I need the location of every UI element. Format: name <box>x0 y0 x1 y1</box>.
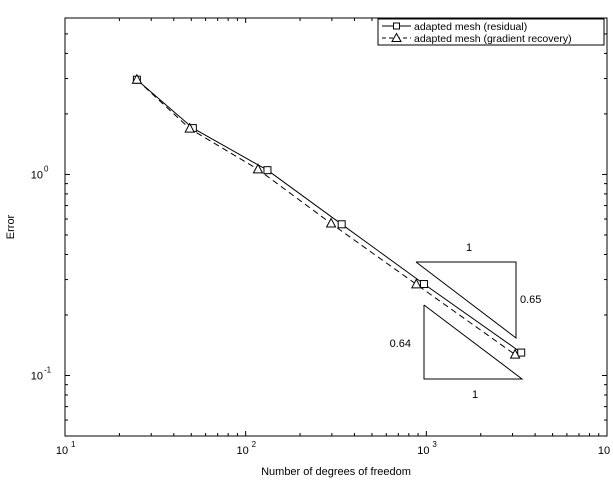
x-axis-ticks: 101102103104 <box>56 18 610 457</box>
slope-upper-run-label: 1 <box>466 242 472 254</box>
slope-triangle-upper-shape <box>415 261 517 340</box>
legend: adapted mesh (residual) adapted mesh (gr… <box>377 18 605 46</box>
slope-triangle-lower: 0.64 1 <box>390 304 524 401</box>
data-point-square <box>337 220 346 229</box>
slope-upper-rise-label: 0.65 <box>520 294 541 306</box>
data-point-triangle <box>252 163 264 174</box>
triangle-marker-icon <box>391 32 402 42</box>
series-line-residual <box>136 79 522 354</box>
data-point-square <box>263 166 272 175</box>
y-tick-exponent: -1 <box>44 365 52 374</box>
x-tick-exponent: 3 <box>432 440 437 449</box>
x-tick-exponent: 2 <box>252 440 257 449</box>
series-layer <box>131 73 526 359</box>
slope-lower-run-label: 1 <box>472 389 478 401</box>
data-point-square <box>419 280 428 289</box>
y-tick-label: 10 <box>31 370 43 382</box>
legend-box <box>377 18 605 46</box>
x-tick-label: 10 <box>237 445 249 457</box>
slope-lower-rise-label: 0.64 <box>390 338 411 350</box>
data-point-square <box>517 348 526 357</box>
slope-triangle-lower-shape <box>423 304 524 380</box>
y-tick-exponent: 0 <box>44 164 49 173</box>
square-marker-icon <box>393 22 400 30</box>
legend-label-gradient-recovery: adapted mesh (gradient recovery) <box>414 33 572 45</box>
data-point-triangle <box>325 217 337 228</box>
data-point-triangle <box>509 348 521 359</box>
x-tick-exponent: 1 <box>71 440 76 449</box>
legend-label-residual: adapted mesh (residual) <box>414 21 527 33</box>
y-axis-label: Error <box>5 214 17 239</box>
data-point-triangle <box>184 122 196 133</box>
slope-triangle-upper: 1 0.65 <box>415 242 541 340</box>
x-tick-label: 10 <box>598 445 610 457</box>
data-point-triangle <box>131 73 143 84</box>
data-point-triangle <box>410 278 422 289</box>
x-axis-label: Number of degrees of freedom <box>261 466 411 478</box>
y-tick-label: 10 <box>31 169 43 181</box>
x-tick-label: 10 <box>417 445 429 457</box>
legend-item-gradient-recovery: adapted mesh (gradient recovery) <box>382 32 572 45</box>
x-tick-label: 10 <box>56 445 68 457</box>
legend-item-residual: adapted mesh (residual) <box>382 21 527 33</box>
